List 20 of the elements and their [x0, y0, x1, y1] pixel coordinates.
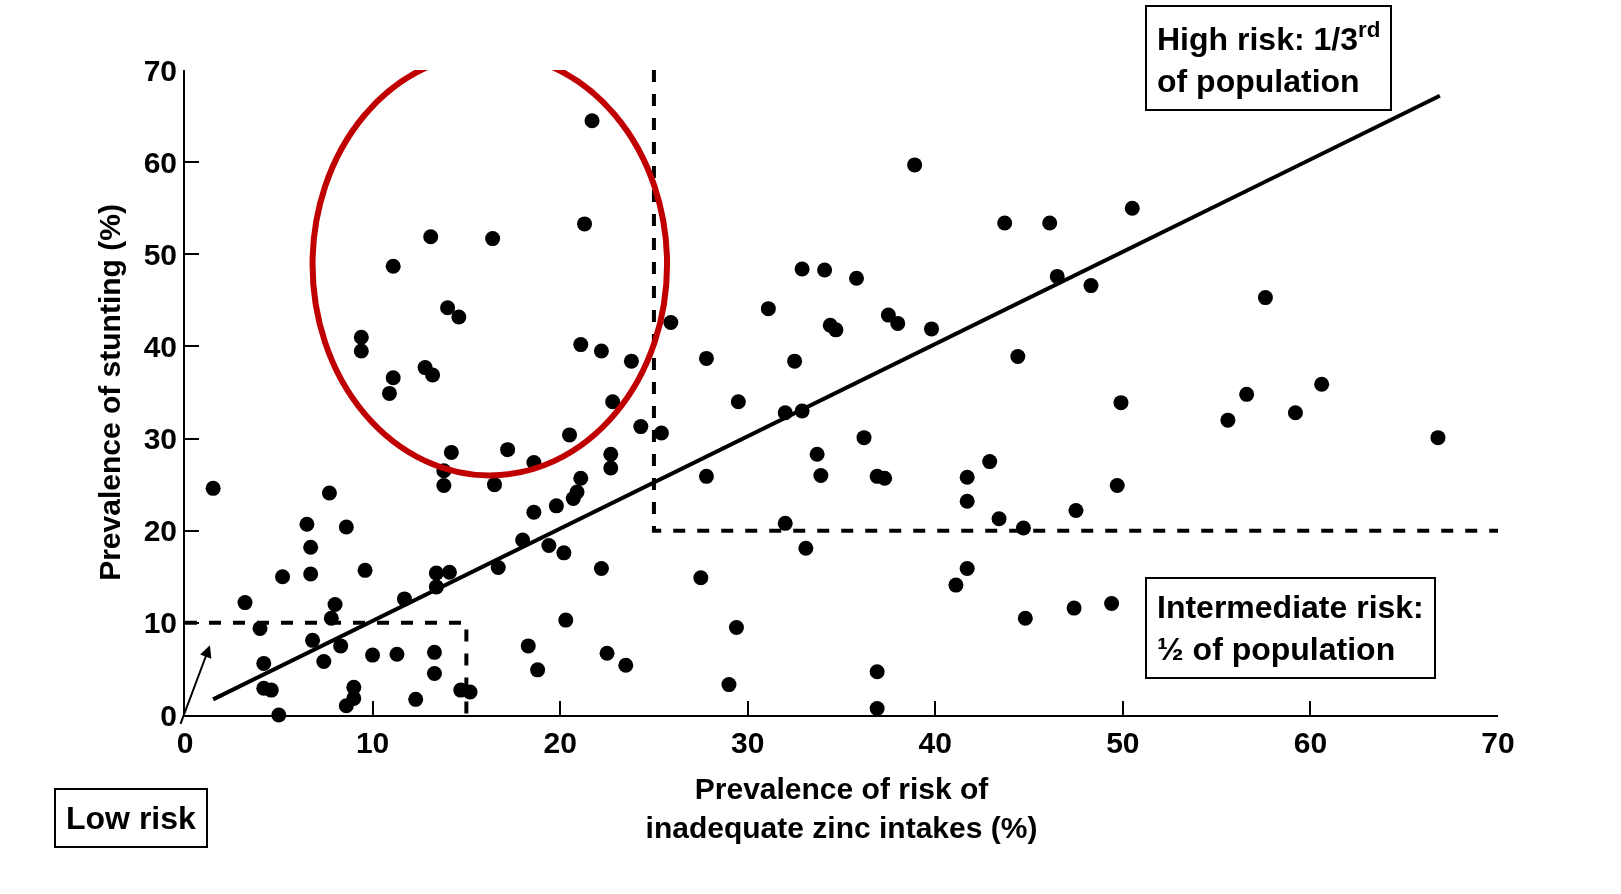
y-tick-label: 50 — [143, 237, 177, 271]
text: Low risk — [66, 800, 197, 836]
y-axis-title: Prevalence of stunting (%) — [93, 204, 127, 581]
x-tick-label: 40 — [918, 726, 952, 759]
x-axis-title: Prevalence of risk of inadequate zinc intakes (%) — [645, 772, 1038, 844]
y-tick-label: 60 — [143, 145, 177, 179]
x-tick-label: 10 — [355, 726, 390, 759]
x-tick-label: 50 — [1106, 726, 1140, 759]
y-tick-label: 0 — [160, 698, 177, 732]
x-tick-label: 20 — [543, 726, 577, 759]
x-tick-label: 30 — [731, 726, 765, 759]
annotation: High risk: 1/3$^{rd}$ of population — [1157, 17, 1381, 100]
y-tick-label: 30 — [143, 422, 177, 456]
y-tick-label: 70 — [143, 53, 177, 87]
annotation: Intermediate risk: ½ of population — [1157, 589, 1424, 667]
y-tick-label: 40 — [143, 329, 177, 363]
x-tick-label: 60 — [1293, 726, 1328, 759]
y-tick-label: 10 — [143, 606, 177, 640]
y-tick-label: 20 — [143, 514, 177, 548]
x-tick-label: 70 — [1481, 726, 1515, 759]
